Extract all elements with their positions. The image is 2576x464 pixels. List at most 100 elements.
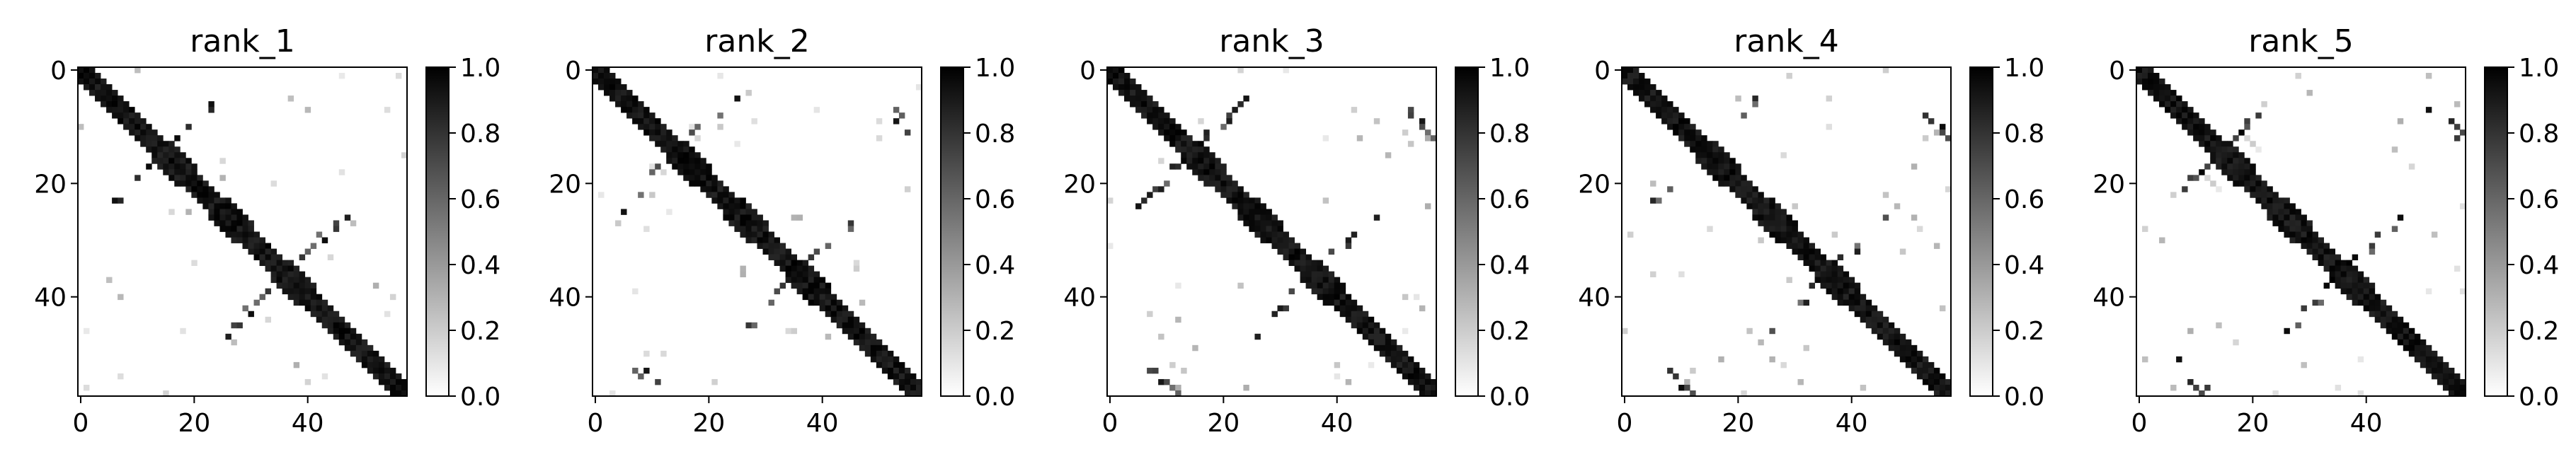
- heatmap-cell: [1905, 344, 1912, 352]
- heatmap-cell: [384, 378, 391, 385]
- heatmap-cell: [1135, 90, 1142, 96]
- heatmap-cell: [1118, 67, 1125, 74]
- heatmap-cell: [1746, 192, 1753, 198]
- heatmap-cell: [2216, 322, 2222, 329]
- heatmap-cell: [225, 231, 231, 238]
- heatmap-cell: [1707, 141, 1713, 147]
- heatmap-cell: [1826, 265, 1833, 272]
- heatmap-cell: [134, 129, 141, 136]
- heatmap-cell: [2187, 107, 2194, 113]
- heatmap-cell: [2210, 158, 2216, 164]
- heatmap-cell: [1701, 158, 1707, 164]
- heatmap-cell: [791, 260, 798, 267]
- heatmap-cell: [214, 203, 220, 209]
- heatmap-cell: [378, 361, 385, 369]
- heatmap-cell: [2199, 124, 2205, 130]
- heatmap-cell: [1656, 107, 1662, 113]
- heatmap-cell: [2233, 169, 2239, 175]
- heatmap-cell: [2363, 277, 2370, 284]
- heatmap-cell: [1763, 209, 1770, 215]
- heatmap-cell: [1786, 231, 1792, 238]
- heatmap-cell: [1809, 254, 1815, 260]
- heatmap-cell: [2227, 163, 2233, 170]
- heatmap-cell: [615, 101, 622, 108]
- heatmap-cell: [683, 146, 689, 153]
- heatmap-cell: [1164, 118, 1170, 124]
- heatmap-cell: [655, 129, 661, 136]
- heatmap-cell: [1848, 305, 1855, 312]
- heatmap-cell: [2425, 367, 2432, 374]
- heatmap-cell: [711, 186, 718, 192]
- heatmap-cell: [1797, 243, 1804, 249]
- heatmap-cell: [2335, 277, 2342, 284]
- heatmap-cell: [1237, 101, 1244, 108]
- heatmap-cell: [808, 271, 815, 278]
- heatmap-cell: [1164, 112, 1170, 119]
- heatmap-cell: [2142, 67, 2148, 74]
- heatmap-cell: [1181, 141, 1187, 147]
- heatmap-cell: [1763, 203, 1770, 209]
- heatmap-cell: [2210, 135, 2216, 141]
- heatmap-cell: [1803, 344, 1809, 352]
- heatmap-cell: [1837, 271, 1844, 278]
- heatmap-cell: [287, 294, 294, 301]
- heatmap-cell: [1775, 237, 1781, 243]
- heatmap-cell: [1328, 294, 1335, 301]
- heatmap-cell: [1843, 277, 1850, 284]
- heatmap-cell: [2408, 333, 2415, 340]
- heatmap-cell: [643, 118, 650, 124]
- heatmap-cell: [242, 220, 248, 226]
- heatmap-cell: [2278, 226, 2284, 232]
- heatmap-cell: [728, 203, 735, 209]
- heatmap-cell: [214, 209, 220, 215]
- heatmap-cell: [813, 107, 820, 113]
- heatmap-cell: [1135, 107, 1142, 113]
- heatmap-cell: [1712, 141, 1719, 147]
- heatmap-cell: [2301, 226, 2307, 232]
- heatmap-cell: [1379, 344, 1386, 352]
- heatmap-cell: [2380, 299, 2387, 306]
- heatmap-cell: [1237, 186, 1244, 192]
- heatmap-cell: [734, 203, 740, 209]
- heatmap-cell: [2210, 141, 2216, 147]
- heatmap-cell: [1396, 344, 1403, 352]
- heatmap-cell: [2244, 175, 2250, 181]
- heatmap-cell: [768, 237, 774, 243]
- heatmap-cell: [1673, 129, 1679, 136]
- heatmap-cell: [304, 248, 311, 255]
- heatmap-cell: [1181, 152, 1187, 158]
- heatmap-cell: [904, 373, 911, 380]
- heatmap-cell: [231, 209, 237, 215]
- heatmap-cell: [1882, 316, 1889, 323]
- heatmap-cell: [180, 169, 186, 175]
- heatmap-cell: [1644, 84, 1651, 91]
- heatmap-cell: [2284, 226, 2290, 232]
- heatmap-cell: [2244, 186, 2250, 192]
- heatmap-cell: [706, 163, 712, 170]
- heatmap-cell: [751, 214, 757, 221]
- heatmap-cell: [185, 163, 192, 170]
- heatmap-cell: [717, 203, 723, 209]
- heatmap-cell: [904, 378, 911, 385]
- heatmap-cell: [112, 95, 118, 102]
- heatmap-cell: [1158, 124, 1164, 130]
- heatmap-cell: [893, 361, 900, 369]
- heatmap-cell: [910, 378, 917, 385]
- heatmap-cell: [168, 169, 175, 175]
- heatmap-cell: [112, 112, 118, 119]
- heatmap-cell: [915, 378, 922, 385]
- heatmap-cell: [842, 311, 849, 318]
- heatmap-cell: [2210, 146, 2216, 153]
- heatmap-cell: [1424, 135, 1431, 141]
- heatmap-cell: [1837, 277, 1844, 284]
- heatmap-cell: [2403, 344, 2410, 352]
- heatmap-cell: [1871, 316, 1878, 323]
- heatmap-cell: [1283, 237, 1289, 243]
- heatmap-cell: [2193, 175, 2199, 181]
- heatmap-cell: [1232, 107, 1238, 113]
- heatmap-cell: [1690, 141, 1696, 147]
- heatmap-cell: [819, 294, 826, 301]
- heatmap-cell: [2318, 254, 2324, 260]
- heatmap-cell: [2204, 146, 2211, 153]
- heatmap-cell: [129, 118, 135, 124]
